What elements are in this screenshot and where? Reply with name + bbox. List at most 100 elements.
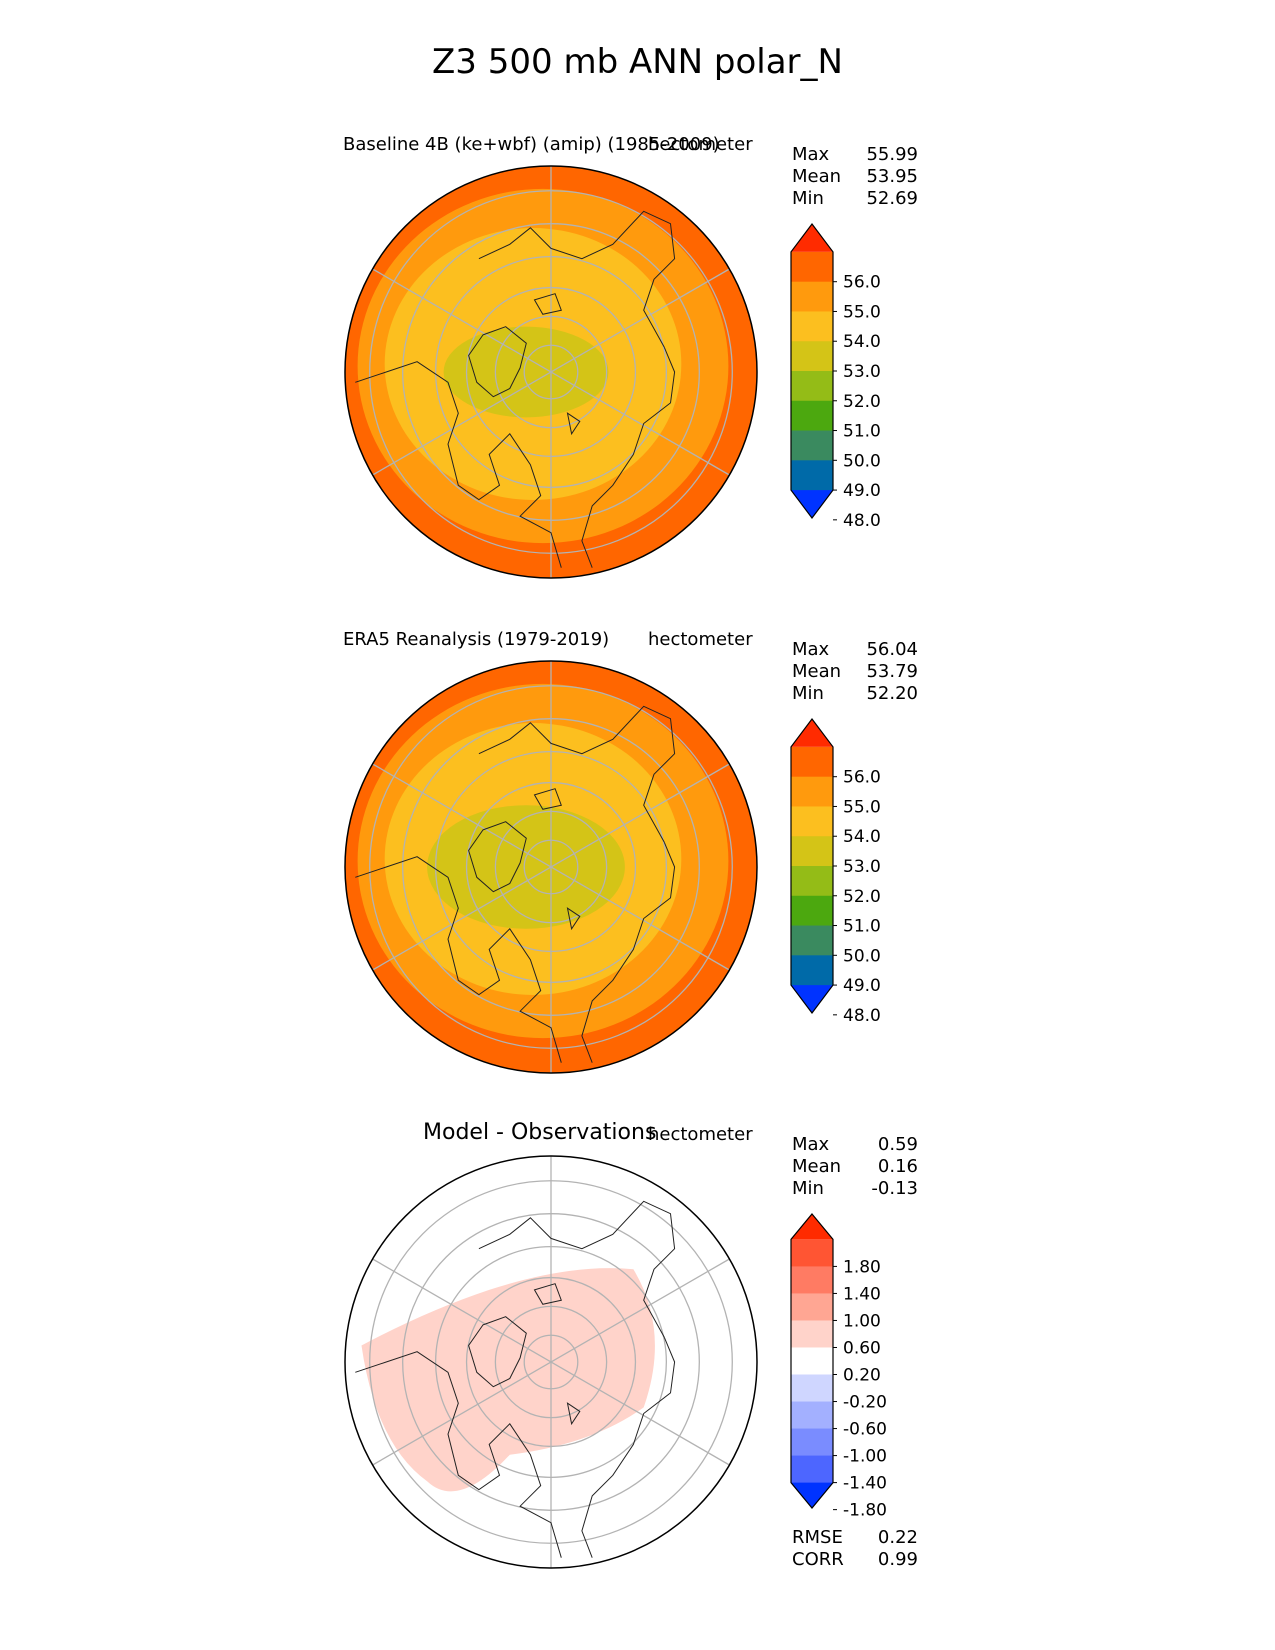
panel-1-band-core xyxy=(443,326,609,418)
colorbar-tick-label: 55.0 xyxy=(843,797,881,817)
panel-1-map xyxy=(344,165,758,579)
colorbar-extend-max xyxy=(791,1214,833,1240)
colorbar-tick-label: -0.60 xyxy=(843,1420,887,1440)
colorbar-tick-label: 53.0 xyxy=(843,857,881,877)
panel-1-stat-max-label: Max xyxy=(792,144,830,165)
panel-3-corr-label: CORR xyxy=(792,1549,844,1570)
colorbar-extend-max xyxy=(791,224,833,252)
colorbar-segment xyxy=(791,281,833,312)
colorbar-segment xyxy=(791,1428,833,1457)
panel-3-map-border xyxy=(344,1155,758,1569)
panel-3-coastline xyxy=(478,1200,676,1338)
colorbar-tick-label: 53.0 xyxy=(843,362,881,382)
panel-2-coastline xyxy=(566,907,581,931)
panel-2-stat-min-label: Min xyxy=(792,683,824,704)
panel-1-map-border xyxy=(344,165,758,579)
colorbar-segment xyxy=(791,1293,833,1321)
panel-2-colorbar: 56.0 55.0 54.0 53.0 52.0 51.0 50.0 49.0 48.0 xyxy=(790,718,881,1026)
panel-2-map-border xyxy=(344,660,758,1074)
panel-3-stat-mean-value: 0.16 xyxy=(877,1156,918,1177)
colorbar-tick-label: 48.0 xyxy=(843,511,881,531)
panel-1-title: Baseline 4B (ke+wbf) (amip) (1985-2009) xyxy=(343,134,720,155)
colorbar-segment xyxy=(791,746,833,778)
panel-1-coastline xyxy=(581,347,676,568)
panel-1-stat-min-label: Min xyxy=(792,188,824,209)
panel-3-coastline xyxy=(533,1283,562,1305)
colorbar-segment xyxy=(791,836,833,867)
colorbar-segment xyxy=(791,251,833,283)
colorbar-tick-label: 49.0 xyxy=(843,976,881,996)
colorbar-segment xyxy=(791,1401,833,1430)
panel-2-coastline xyxy=(533,788,562,810)
colorbar-segment xyxy=(791,1347,833,1376)
colorbar-segment xyxy=(791,806,833,837)
panel-1-coastline xyxy=(355,361,562,568)
colorbar-segment xyxy=(791,1266,833,1294)
colorbar-segment xyxy=(791,925,833,956)
panel-2-stat-max-value: 56.04 xyxy=(866,639,918,660)
colorbar-extend-max xyxy=(791,719,833,747)
panel-2-band-core xyxy=(427,805,625,929)
panel-2-stat-min-value: 52.20 xyxy=(866,683,918,704)
colorbar-outline xyxy=(790,718,834,1014)
panel-2-stat-max-label: Max xyxy=(792,639,830,660)
panel-1-coastline xyxy=(533,293,562,315)
panel-1-coastline xyxy=(566,412,581,436)
colorbar-tick-label: -1.40 xyxy=(843,1474,887,1494)
colorbar-tick-label: 50.0 xyxy=(843,946,881,966)
colorbar-tick-label: 0.60 xyxy=(843,1338,881,1358)
colorbar-segment xyxy=(791,1320,833,1348)
colorbar-segment xyxy=(791,341,833,372)
panel-3-stat-max-value: 0.59 xyxy=(877,1134,918,1155)
panel-3-rmse-value: 0.22 xyxy=(877,1527,918,1548)
colorbar-tick-label: 1.40 xyxy=(843,1284,881,1304)
panel-2-meridian xyxy=(372,763,730,971)
panel-3-title: Model - Observations xyxy=(423,1120,657,1145)
panel-1-coastline xyxy=(478,210,676,348)
panel-2-stat-mean-label: Mean xyxy=(792,661,842,682)
panel-3-coastline xyxy=(566,1402,581,1426)
colorbar-segment xyxy=(791,955,833,986)
colorbar-tick-label: -1.80 xyxy=(843,1501,887,1521)
panel-3-coastline xyxy=(355,1351,562,1558)
colorbar-tick-label: 51.0 xyxy=(843,422,881,442)
colorbar-tick-label: 49.0 xyxy=(843,481,881,501)
panel-3-corr-value: 0.99 xyxy=(877,1549,918,1570)
colorbar-segment xyxy=(791,460,833,491)
panel-1-stat-max-value: 55.99 xyxy=(866,144,918,165)
panel-1-stat-mean-value: 53.95 xyxy=(866,166,918,187)
panel-3-meridian xyxy=(372,1258,730,1466)
panel-3-coastline xyxy=(468,1316,527,1388)
panel-1-stat-mean-label: Mean xyxy=(792,166,842,187)
colorbar-tick-label: 55.0 xyxy=(843,302,881,322)
colorbar-tick-label: -1.00 xyxy=(843,1447,887,1467)
colorbar-segment xyxy=(791,311,833,342)
colorbar-segment xyxy=(791,866,833,897)
panel-1-coastline xyxy=(468,326,527,398)
panel-3-stat-min-value: -0.13 xyxy=(871,1178,918,1199)
panel-2-coastline xyxy=(468,821,527,893)
colorbar-tick-label: 50.0 xyxy=(843,451,881,471)
panel-3-stat-max-label: Max xyxy=(792,1134,830,1155)
colorbar-segment xyxy=(791,895,833,927)
colorbar-tick-label: 54.0 xyxy=(843,332,881,352)
colorbar-tick-label: 52.0 xyxy=(843,392,881,412)
colorbar-segment xyxy=(791,400,833,432)
panel-2-stat-mean-value: 53.79 xyxy=(866,661,918,682)
colorbar-segment xyxy=(791,1455,833,1484)
colorbar-segment xyxy=(791,776,833,807)
panel-2-map xyxy=(344,660,758,1074)
colorbar-tick-label: 56.0 xyxy=(843,273,881,293)
panel-2-title: ERA5 Reanalysis (1979-2019) xyxy=(343,629,610,650)
colorbar-extend-min xyxy=(791,1482,833,1508)
colorbar-outline xyxy=(790,1213,834,1509)
colorbar-tick-label: 1.80 xyxy=(843,1257,881,1277)
panel-1-meridian xyxy=(372,268,730,476)
colorbar-segment xyxy=(791,371,833,402)
panel-2-coastline xyxy=(581,842,676,1063)
colorbar-tick-label: 52.0 xyxy=(843,887,881,907)
panel-2-coastline xyxy=(478,705,676,843)
colorbar-tick-label: 51.0 xyxy=(843,917,881,937)
panel-3-map xyxy=(344,1155,758,1569)
colorbar-outline xyxy=(790,223,834,519)
